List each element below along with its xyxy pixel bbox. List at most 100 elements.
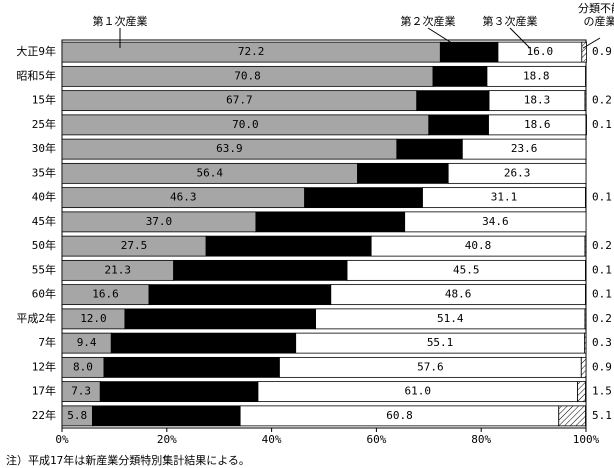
value-label: 0.2 xyxy=(592,239,612,252)
y-tick-label: 25年 xyxy=(32,117,56,131)
bar-segment xyxy=(585,114,587,136)
value-label: 67.7 xyxy=(226,94,253,107)
bar-segment xyxy=(558,405,586,427)
y-tick-label: 22年 xyxy=(32,408,56,422)
bar-segment xyxy=(577,381,586,403)
x-tick-label: 0% xyxy=(55,433,69,446)
value-label: 23.6 xyxy=(511,142,538,155)
value-label: 5.8 xyxy=(67,409,87,422)
value-label: 30.1 xyxy=(166,385,193,398)
value-label: 0.1 xyxy=(592,118,612,131)
value-label: 21.3 xyxy=(105,263,132,276)
value-label: 18.8 xyxy=(523,69,550,82)
bar-segment xyxy=(486,65,586,87)
value-label: 11.0 xyxy=(456,45,483,58)
value-label: 13.8 xyxy=(440,94,467,107)
value-label: 0.2 xyxy=(592,94,612,107)
value-label: 60.8 xyxy=(386,409,413,422)
value-label: 45.5 xyxy=(453,263,480,276)
value-label: 9.4 xyxy=(77,336,97,349)
value-label: 61.0 xyxy=(405,385,432,398)
legend-label: 分類不能の産業 xyxy=(578,2,614,28)
bar-segment xyxy=(580,356,587,378)
legend-label: 第３次産業 xyxy=(482,15,538,28)
value-label: 0.1 xyxy=(592,191,612,204)
y-tick-label: 17年 xyxy=(32,384,56,398)
plot-frame xyxy=(61,39,587,429)
value-label: 0.3 xyxy=(592,336,612,349)
y-tick-label: 昭和5年 xyxy=(16,68,56,82)
value-label: 16.6 xyxy=(92,288,119,301)
bar-segment xyxy=(585,187,587,209)
y-tick-label: 7年 xyxy=(38,335,56,349)
value-label: 34.7 xyxy=(227,288,254,301)
value-label: 8.0 xyxy=(73,360,93,373)
bar-segment xyxy=(447,162,587,184)
bar-segment xyxy=(584,90,587,112)
value-label: 1.5 xyxy=(592,385,612,398)
value-label: 0.1 xyxy=(592,288,612,301)
footnote: 注）平成17年は新産業分類特別集計結果による。 xyxy=(6,453,250,467)
value-label: 28.2 xyxy=(153,409,180,422)
value-label: 0.2 xyxy=(592,312,612,325)
value-label: 12.5 xyxy=(416,142,443,155)
value-label: 55.1 xyxy=(427,336,454,349)
value-label: 0.1 xyxy=(592,263,612,276)
y-tick-label: 50年 xyxy=(32,238,56,252)
value-label: 48.6 xyxy=(445,288,472,301)
value-label: 57.6 xyxy=(417,360,444,373)
value-label: 35.2 xyxy=(190,336,217,349)
value-label: 33.5 xyxy=(178,360,205,373)
y-tick-label: 大正9年 xyxy=(16,44,56,58)
value-label: 31.5 xyxy=(275,239,302,252)
value-label: 5.1 xyxy=(592,409,612,422)
bar-segment xyxy=(581,41,587,63)
x-tick-label: 60% xyxy=(366,433,386,446)
value-label: 40.8 xyxy=(465,239,492,252)
value-label: 70.8 xyxy=(234,69,261,82)
value-label: 34.6 xyxy=(482,215,509,228)
bar-segment xyxy=(584,235,587,257)
value-label: 33.1 xyxy=(247,263,274,276)
value-label: 10.3 xyxy=(447,69,474,82)
y-tick-label: 15年 xyxy=(32,93,56,107)
legend-leader xyxy=(427,27,461,49)
bar-segment xyxy=(584,332,587,354)
bar-segment xyxy=(585,259,587,281)
value-label: 18.6 xyxy=(524,118,551,131)
y-tick-label: 12年 xyxy=(32,359,56,373)
y-tick-label: 40年 xyxy=(32,190,56,204)
y-tick-label: 60年 xyxy=(32,287,56,301)
value-label: 17.3 xyxy=(390,166,417,179)
value-label: 7.3 xyxy=(71,385,91,398)
y-tick-label: 55年 xyxy=(32,262,56,276)
value-label: 72.2 xyxy=(238,45,265,58)
bar-segment xyxy=(584,308,587,330)
value-label: 63.9 xyxy=(216,142,243,155)
legend-label: 第２次産業 xyxy=(400,15,456,28)
x-tick-label: 20% xyxy=(157,433,177,446)
x-tick-label: 80% xyxy=(471,433,491,446)
value-label: 28.4 xyxy=(317,215,344,228)
value-label: 31.1 xyxy=(491,191,518,204)
value-label: 11.4 xyxy=(445,118,472,131)
value-label: 36.4 xyxy=(207,312,234,325)
value-label: 16.0 xyxy=(527,45,554,58)
value-label: 46.3 xyxy=(170,191,197,204)
x-tick-label: 40% xyxy=(262,433,282,446)
bar-segment xyxy=(461,138,587,160)
y-tick-label: 30年 xyxy=(32,141,56,155)
value-label: 22.5 xyxy=(350,191,377,204)
legend-label: 第１次産業 xyxy=(92,15,148,28)
y-tick-label: 平成2年 xyxy=(16,311,56,325)
x-tick-label: 100% xyxy=(573,433,600,446)
y-tick-label: 35年 xyxy=(32,165,56,179)
value-label: 51.4 xyxy=(437,312,464,325)
legend-leader xyxy=(582,37,601,49)
value-label: 37.0 xyxy=(146,215,173,228)
value-label: 0.9 xyxy=(592,45,612,58)
value-label: 0.9 xyxy=(592,360,612,373)
